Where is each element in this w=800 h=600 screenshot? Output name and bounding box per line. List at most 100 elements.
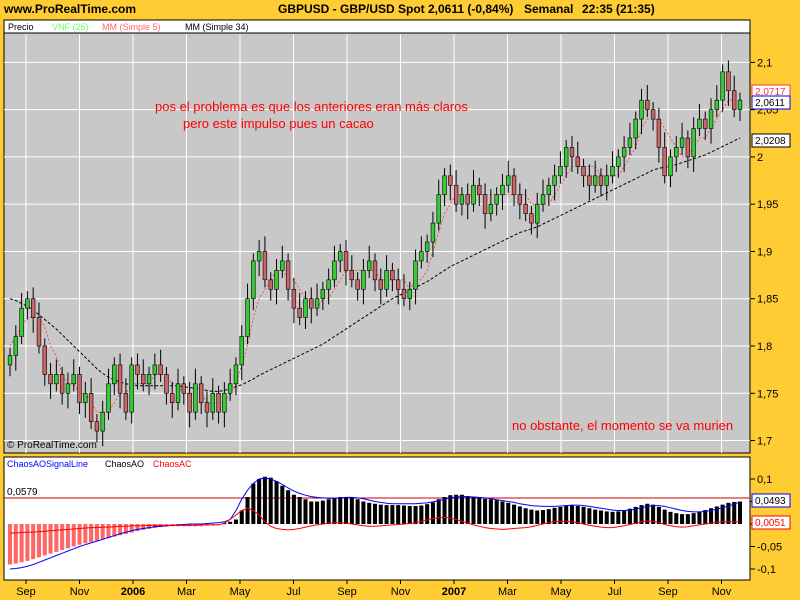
candle bbox=[285, 253, 291, 301]
ao-histogram bbox=[7, 476, 743, 565]
ao-bar-positive bbox=[344, 497, 349, 524]
candle bbox=[506, 160, 511, 193]
candle-body-down bbox=[291, 288, 297, 309]
ao-bar-positive bbox=[523, 508, 528, 524]
candle bbox=[239, 325, 244, 381]
candle bbox=[650, 102, 656, 131]
candle-body-up bbox=[691, 128, 696, 158]
candle bbox=[540, 179, 546, 212]
ao-bar-negative bbox=[36, 524, 41, 558]
x-tick-label: Jul bbox=[607, 586, 621, 598]
ao-bar-negative bbox=[100, 524, 105, 540]
site-url[interactable]: www.ProRealTime.com bbox=[4, 2, 137, 16]
ao-tick-label: 0,1 bbox=[757, 474, 772, 486]
candle-body-up bbox=[25, 298, 30, 309]
candle bbox=[494, 187, 499, 216]
ao-bar-positive bbox=[633, 506, 638, 524]
candle-body-down bbox=[94, 421, 100, 432]
candle-body-up bbox=[19, 307, 24, 337]
candle bbox=[112, 357, 117, 396]
candle bbox=[598, 168, 604, 197]
ao-bar-negative bbox=[71, 524, 76, 547]
ao-bar-positive bbox=[257, 479, 262, 524]
candle-body-up bbox=[384, 270, 389, 290]
candle bbox=[378, 268, 383, 305]
candle bbox=[610, 151, 615, 184]
candle-body-up bbox=[674, 147, 679, 158]
legend-signal: ChaosAOSignalLine bbox=[7, 459, 88, 469]
x-tick-label: Sep bbox=[16, 586, 36, 598]
x-tick-label: Jul bbox=[286, 586, 300, 598]
title-bar: www.ProRealTime.com GBPUSD - GBP/USD Spo… bbox=[0, 0, 800, 20]
candle bbox=[656, 107, 662, 163]
candle bbox=[714, 85, 720, 118]
ao-bar-negative bbox=[42, 524, 47, 556]
candle bbox=[465, 183, 470, 220]
legend-ao: ChaosAO bbox=[105, 459, 144, 469]
candle-body-down bbox=[123, 392, 129, 413]
candle bbox=[88, 378, 94, 430]
candle bbox=[222, 381, 227, 428]
candle-body-down bbox=[48, 374, 53, 385]
ac-line bbox=[10, 507, 740, 534]
ao-tick-label: -0,1 bbox=[757, 564, 776, 576]
candle-body-up bbox=[152, 364, 158, 375]
ao-bar-negative bbox=[54, 524, 59, 552]
candle bbox=[106, 368, 111, 420]
ao-bar-positive bbox=[616, 511, 621, 524]
candle-body-up bbox=[442, 175, 447, 196]
candle bbox=[708, 98, 714, 144]
candle bbox=[697, 103, 702, 137]
candle bbox=[59, 366, 65, 405]
candle bbox=[280, 245, 285, 278]
ao-bar-positive bbox=[569, 505, 575, 524]
candle-body-down bbox=[477, 184, 482, 196]
ao-bar-positive bbox=[732, 501, 737, 524]
ao-bar-positive bbox=[639, 505, 644, 524]
candles bbox=[7, 60, 743, 447]
x-tick-label: Nov bbox=[712, 586, 732, 598]
ao-bar-positive bbox=[396, 505, 401, 524]
candle bbox=[146, 366, 152, 396]
legend-ac: ChaosAC bbox=[153, 459, 192, 469]
candle bbox=[25, 291, 30, 320]
price-tick-label: 1,8 bbox=[757, 341, 772, 353]
candle bbox=[199, 376, 204, 415]
ao-bar-positive bbox=[413, 506, 418, 524]
ao-bar-positive bbox=[367, 502, 372, 524]
ao-bar-positive bbox=[540, 510, 546, 524]
candle bbox=[170, 381, 175, 418]
candle bbox=[535, 192, 540, 239]
candle bbox=[181, 376, 186, 405]
candle bbox=[297, 293, 302, 326]
ao-bar-positive bbox=[274, 481, 279, 524]
ao-bar-negative bbox=[118, 524, 123, 536]
ao-bar-positive bbox=[361, 501, 366, 524]
candle-body-down bbox=[36, 317, 42, 347]
candle-body-up bbox=[610, 166, 615, 177]
candle bbox=[523, 189, 528, 222]
candle-body-up bbox=[535, 203, 540, 224]
last-price-tag-text: 2,0611 bbox=[755, 98, 785, 109]
candle bbox=[424, 234, 430, 263]
candle-body-up bbox=[239, 336, 244, 366]
candle-body-down bbox=[117, 364, 123, 394]
candle-body-up bbox=[720, 71, 725, 101]
ao-bar-negative bbox=[129, 524, 134, 533]
candle-body-down bbox=[395, 279, 401, 290]
ao-bar-positive bbox=[674, 513, 679, 524]
candle-body-up bbox=[7, 355, 13, 366]
candle-body-up bbox=[552, 175, 557, 186]
candle bbox=[268, 272, 273, 301]
candle-body-down bbox=[187, 392, 192, 413]
candle-body-down bbox=[453, 184, 459, 205]
ao-bar-positive bbox=[401, 505, 406, 524]
candle bbox=[164, 366, 169, 405]
candle bbox=[303, 291, 308, 329]
price-panel[interactable] bbox=[3, 19, 751, 454]
ao-bar-positive bbox=[703, 510, 708, 524]
candle-body-up bbox=[326, 279, 331, 290]
price-tick-label: 1,9 bbox=[757, 246, 772, 258]
candle bbox=[442, 168, 447, 207]
candle-body-down bbox=[448, 175, 453, 186]
